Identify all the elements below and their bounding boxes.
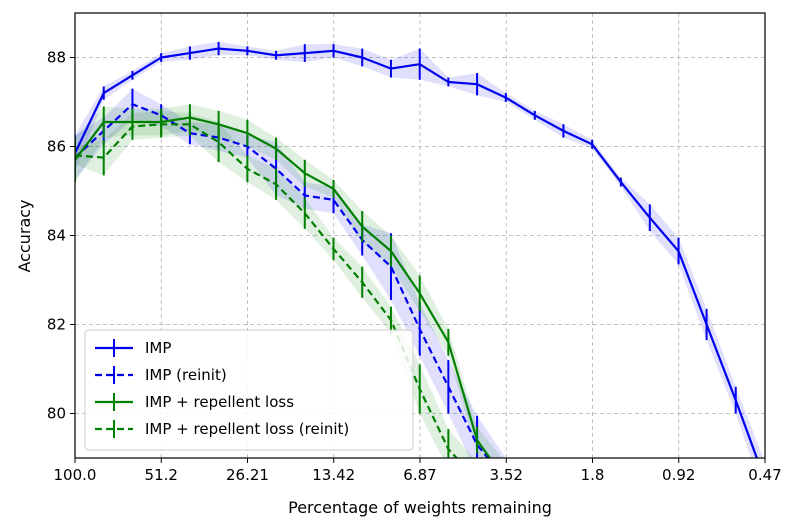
x-tick-label: 1.8 xyxy=(581,466,605,484)
y-tick-label: 80 xyxy=(47,405,66,423)
x-tick-label: 3.52 xyxy=(490,466,523,484)
x-tick-label: 6.87 xyxy=(403,466,436,484)
y-axis: 80 82 84 86 88 xyxy=(47,49,75,423)
series-line xyxy=(75,116,492,458)
series-band xyxy=(75,104,503,458)
series-line xyxy=(75,103,490,458)
x-axis-label: Percentage of weights remaining xyxy=(288,498,552,517)
x-tick-label: 0.92 xyxy=(662,466,695,484)
y-tick-label: 86 xyxy=(47,138,66,156)
y-tick-label: 82 xyxy=(47,316,66,334)
x-tick-label: 26.21 xyxy=(226,466,269,484)
x-axis: 100.0 51.2 26.21 13.42 6.87 3.52 1.8 0.92 0.47 xyxy=(54,458,782,484)
series-band xyxy=(75,88,506,458)
y-axis-label: Accuracy xyxy=(15,199,34,272)
legend-label: IMP xyxy=(145,339,171,357)
legend: IMP IMP (reinit) IMP + repellent loss IMP +… xyxy=(84,329,414,451)
y-tick-label: 84 xyxy=(47,227,66,245)
series-lines xyxy=(75,41,759,458)
legend-label: IMP + repellent loss xyxy=(145,393,294,411)
x-tick-label: 0.47 xyxy=(748,466,781,484)
legend-label: IMP + repellent loss (reinit) xyxy=(145,420,349,438)
y-tick-label: 88 xyxy=(47,49,66,67)
legend-label: IMP (reinit) xyxy=(145,366,227,384)
legend-box xyxy=(84,329,414,451)
x-tick-label: 51.2 xyxy=(145,466,178,484)
x-tick-label: 100.0 xyxy=(54,466,97,484)
x-tick-label: 13.42 xyxy=(312,466,355,484)
